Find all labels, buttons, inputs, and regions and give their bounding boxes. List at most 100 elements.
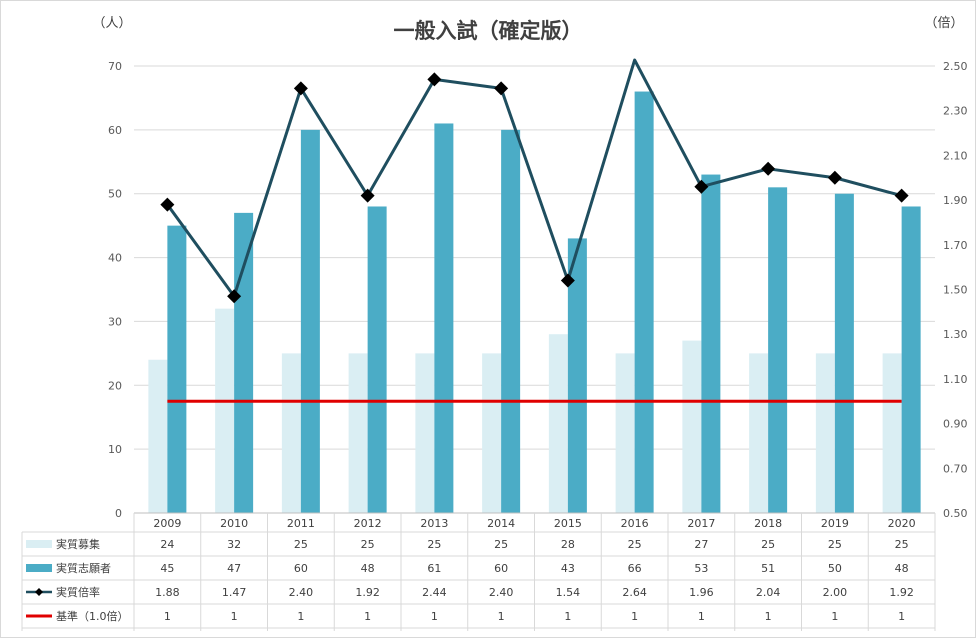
category-label: 2009 <box>153 517 181 530</box>
bar-applicant <box>567 238 587 513</box>
right-axis-unit: （倍） <box>924 16 963 31</box>
left-tick-label: 0 <box>115 507 122 520</box>
data-label: 25 <box>895 538 909 551</box>
data-label: 25 <box>361 538 375 551</box>
ratio-marker <box>560 273 575 288</box>
category-label: 2010 <box>220 517 248 530</box>
data-label: 25 <box>427 538 441 551</box>
bar-applicant <box>367 206 387 513</box>
legend-label: 実質倍率 <box>56 585 100 599</box>
line-series <box>160 58 909 403</box>
data-label: 2.40 <box>489 586 514 599</box>
data-label: 32 <box>227 538 241 551</box>
bar-recruit <box>548 334 568 513</box>
data-label: 25 <box>828 538 842 551</box>
data-label: 53 <box>694 562 708 575</box>
data-label: 1.96 <box>689 586 714 599</box>
bar-applicant <box>634 91 654 514</box>
legend-key-bar <box>26 540 52 548</box>
bar-applicant <box>434 123 454 513</box>
ratio-marker <box>494 81 509 96</box>
bar-recruit <box>348 353 368 513</box>
ratio-marker <box>160 197 175 212</box>
ratio-marker <box>894 188 909 203</box>
right-tick-label: 1.70 <box>943 239 968 252</box>
legend-label: 基準（1.0倍） <box>56 609 129 623</box>
left-tick-label: 10 <box>108 443 122 456</box>
bar-applicant <box>768 187 788 514</box>
bar-applicant <box>167 225 187 513</box>
right-axis-ticks: 0.50 0.70 0.90 1.10 1.30 1.50 1.70 1.90 2.10 2.30… <box>943 60 968 520</box>
left-tick-label: 60 <box>108 124 122 137</box>
bar-applicant <box>834 193 854 513</box>
bar-applicant <box>501 129 521 513</box>
data-label: 1 <box>698 610 705 623</box>
right-tick-label: 0.70 <box>943 462 968 475</box>
data-label: 24 <box>160 538 174 551</box>
ratio-marker <box>761 161 776 176</box>
data-label: 60 <box>494 562 508 575</box>
data-label: 1.47 <box>222 586 247 599</box>
chart-title: 一般入試（確定版） <box>394 19 583 43</box>
data-label: 1 <box>431 610 438 623</box>
bar-recruit <box>749 353 769 513</box>
right-tick-label: 1.10 <box>943 373 968 386</box>
data-label: 1 <box>831 610 838 623</box>
ratio-line <box>166 58 903 298</box>
ratio-marker <box>427 72 442 87</box>
left-tick-label: 50 <box>108 188 122 201</box>
left-tick-label: 20 <box>108 379 122 392</box>
ratio-marker <box>827 170 842 185</box>
data-label: 1.92 <box>889 586 914 599</box>
data-label: 45 <box>160 562 174 575</box>
category-label: 2018 <box>754 517 782 530</box>
data-label: 28 <box>561 538 575 551</box>
data-label: 1 <box>564 610 571 623</box>
legend-label: 実質募集 <box>56 537 100 551</box>
data-label: 1 <box>164 610 171 623</box>
legend-key-bar <box>26 564 52 572</box>
data-label: 61 <box>427 562 441 575</box>
data-table: 2009 2010 2011 2012 2013 2014 2015 2016 2017 2018… <box>21 512 936 631</box>
left-tick-label: 40 <box>108 252 122 265</box>
bar-recruit <box>148 359 168 513</box>
ratio-marker <box>694 179 709 194</box>
left-tick-label: 70 <box>108 60 122 73</box>
bar-recruit <box>882 353 902 513</box>
bar-recruit <box>815 353 835 513</box>
data-label: 48 <box>895 562 909 575</box>
data-label: 25 <box>628 538 642 551</box>
left-axis-unit: （人） <box>92 16 131 31</box>
data-label: 1 <box>364 610 371 623</box>
bar-recruit <box>682 340 702 513</box>
bar-recruit <box>482 353 502 513</box>
data-label: 1 <box>297 610 304 623</box>
data-label: 1 <box>898 610 905 623</box>
category-label: 2011 <box>287 517 315 530</box>
data-label: 1 <box>498 610 505 623</box>
data-label: 2.40 <box>289 586 314 599</box>
data-label: 48 <box>361 562 375 575</box>
category-label: 2015 <box>554 517 582 530</box>
legend-key-marker <box>35 588 43 596</box>
bar-applicant <box>300 129 320 513</box>
data-label: 1 <box>231 610 238 623</box>
data-label: 47 <box>227 562 241 575</box>
data-label: 1 <box>631 610 638 623</box>
data-label: 51 <box>761 562 775 575</box>
right-tick-label: 1.90 <box>943 194 968 207</box>
bar-applicant <box>901 206 921 513</box>
data-label: 25 <box>494 538 508 551</box>
right-tick-label: 0.90 <box>943 418 968 431</box>
category-label: 2020 <box>888 517 916 530</box>
data-label: 27 <box>694 538 708 551</box>
right-tick-label: 1.50 <box>943 284 968 297</box>
category-label: 2012 <box>354 517 382 530</box>
category-label: 2013 <box>420 517 448 530</box>
data-label: 1.54 <box>556 586 581 599</box>
data-label: 2.64 <box>622 586 647 599</box>
data-label: 60 <box>294 562 308 575</box>
